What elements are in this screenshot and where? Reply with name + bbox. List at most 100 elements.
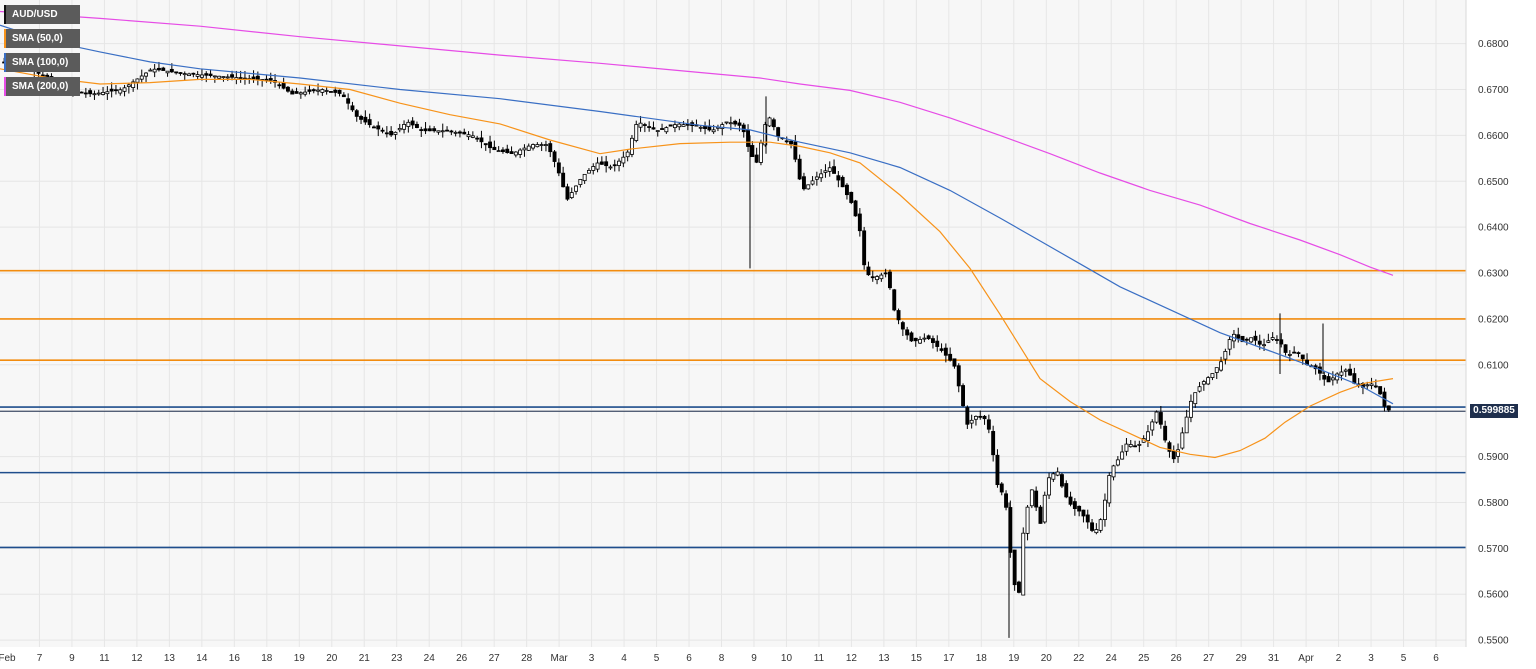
candle-body [823, 170, 828, 173]
candle-body [763, 124, 768, 146]
x-tick-label: 15 [911, 653, 923, 664]
candle-body [144, 72, 148, 77]
candle-body [1111, 465, 1116, 478]
candle-body [152, 68, 157, 73]
candle-body [664, 127, 669, 133]
candle-body [1137, 443, 1142, 446]
candle-body [427, 128, 432, 132]
candle-body [668, 124, 673, 127]
grid-lines [0, 0, 1466, 647]
candle-body [285, 86, 290, 92]
candle-body [410, 120, 415, 126]
candle-body [118, 89, 123, 94]
candle-body [101, 92, 105, 95]
candle-body [888, 271, 892, 289]
candle-body [492, 146, 497, 151]
candle-body [857, 213, 862, 232]
candle-body [1244, 338, 1249, 341]
candle-body [475, 137, 480, 140]
candle-body [784, 140, 789, 143]
candle-body [1223, 350, 1228, 360]
legend-item-audusd[interactable]: AUD/USD [4, 5, 80, 24]
candle-body [1369, 383, 1374, 386]
candle-body [393, 131, 398, 135]
candle-body [165, 70, 170, 74]
candle-body [139, 75, 144, 80]
legend: AUD/USD SMA (50,0) SMA (100,0) SMA (200,… [4, 5, 80, 96]
candles [2, 57, 1391, 638]
candle-body [767, 117, 772, 127]
x-tick-label: 17 [943, 653, 955, 664]
candle-body [483, 143, 488, 146]
candle-body [677, 123, 682, 128]
candle-body [414, 123, 419, 128]
candle-body [341, 94, 346, 98]
candle-body [122, 87, 127, 92]
candle-body [578, 179, 583, 185]
candle-body [389, 130, 394, 136]
candle-body [457, 131, 462, 134]
x-tick-label: 26 [1171, 653, 1183, 664]
candle-body [311, 89, 316, 92]
candle-body [208, 73, 213, 76]
candle-body [105, 91, 110, 95]
candle-body [720, 124, 725, 130]
candle-body [1021, 532, 1026, 596]
candle-body [488, 141, 492, 149]
x-tick-label: 25 [1138, 653, 1150, 664]
candle-body [965, 407, 970, 425]
legend-item-sma100[interactable]: SMA (100,0) [4, 53, 80, 72]
candle-body [1047, 477, 1051, 496]
candle-body [1266, 340, 1271, 343]
candle-body [419, 129, 424, 131]
candle-body [548, 143, 553, 153]
legend-item-sma50[interactable]: SMA (50,0) [4, 29, 80, 48]
candle-body [1227, 339, 1232, 350]
candle-body [1098, 519, 1103, 531]
legend-item-sma200[interactable]: SMA (200,0) [4, 77, 80, 96]
candle-body [148, 69, 153, 72]
candle-body [793, 141, 798, 160]
candle-body [565, 186, 570, 200]
candle-body [918, 339, 922, 344]
candle-body [1201, 381, 1206, 385]
candle-body [238, 77, 243, 79]
candle-body [230, 74, 234, 78]
legend-label: SMA (50,0) [12, 33, 63, 44]
candle-body [518, 149, 523, 155]
candle-body [836, 175, 841, 181]
candle-body [982, 415, 987, 420]
candle-body [883, 272, 888, 275]
candle-body [978, 415, 983, 418]
candle-body [737, 122, 742, 126]
x-tick-label: 10 [781, 653, 793, 664]
candle-body [612, 164, 617, 167]
candle-body [810, 180, 815, 185]
candle-body [642, 124, 647, 126]
candle-body [187, 73, 191, 77]
candle-body [96, 92, 101, 95]
candle-body [870, 276, 875, 279]
candle-body [277, 84, 282, 87]
candle-body [634, 124, 639, 141]
candle-body [509, 151, 514, 154]
candle-body [1128, 444, 1133, 448]
candle-body [849, 191, 854, 203]
sma100-line [0, 24, 1394, 405]
candle-body [1386, 405, 1391, 411]
x-tick-label: 11 [99, 653, 110, 664]
x-tick-label: 5 [654, 653, 660, 664]
candle-body [126, 84, 131, 87]
candle-body [608, 166, 613, 169]
candle-body [1184, 416, 1189, 434]
candle-body [1193, 392, 1198, 405]
candle-body [1154, 411, 1159, 423]
candle-body [1072, 501, 1077, 509]
candle-body [470, 135, 475, 138]
candle-body [367, 119, 372, 126]
candle-body [131, 81, 136, 88]
candle-body [685, 123, 690, 126]
candle-body [552, 151, 557, 162]
candle-body [324, 90, 329, 92]
candle-body [402, 124, 406, 130]
